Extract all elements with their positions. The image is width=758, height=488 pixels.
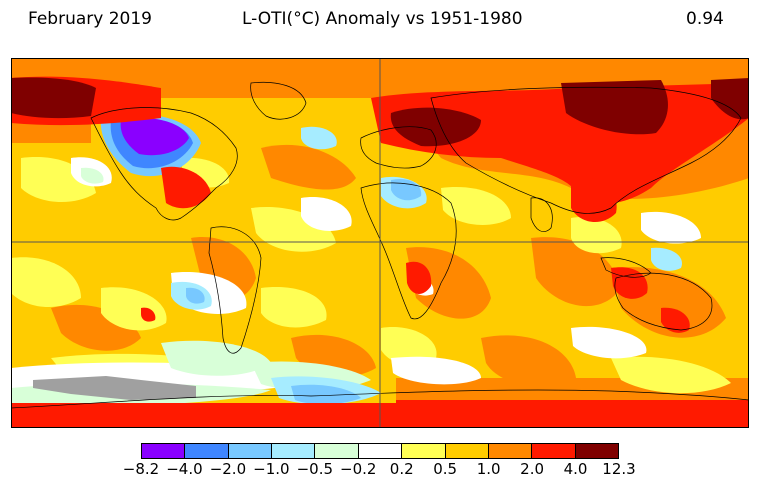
map-frame bbox=[11, 58, 749, 428]
colorbar-tick-label: −2.0 bbox=[209, 460, 247, 478]
map-date: February 2019 bbox=[28, 9, 152, 29]
colorbar-tick-label: −1.0 bbox=[253, 460, 290, 478]
colorbar-segment bbox=[272, 444, 316, 458]
colorbar-segment bbox=[358, 444, 403, 458]
anomaly-field-dark-red bbox=[11, 77, 749, 147]
colorbar-tick-label: 1.0 bbox=[476, 460, 501, 478]
anomaly-map bbox=[11, 58, 749, 428]
colorbar bbox=[141, 443, 619, 459]
colorbar-segment bbox=[185, 444, 229, 458]
colorbar-segment bbox=[575, 444, 618, 458]
colorbar-segment bbox=[402, 444, 446, 458]
colorbar-ticks: −8.2 −4.0 −2.0 −1.0 −0.5 −0.2 0.2 0.5 1.0 2.0 4.0 1… bbox=[0, 460, 758, 482]
colorbar-segment bbox=[488, 444, 533, 458]
global-mean-anomaly: 0.94 bbox=[686, 9, 724, 29]
colorbar-tick-label: 12.3 bbox=[602, 460, 636, 478]
colorbar-tick-label: −8.2 bbox=[122, 460, 160, 478]
colorbar-tick-label: −0.2 bbox=[340, 460, 377, 478]
colorbar-segment bbox=[445, 444, 489, 458]
colorbar-segment bbox=[532, 444, 576, 458]
colorbar-tick-label: 0.2 bbox=[389, 460, 414, 478]
map-title: L-OTI(°C) Anomaly vs 1951-1980 bbox=[242, 9, 523, 29]
colorbar-segment bbox=[142, 444, 186, 458]
missing-data-area bbox=[33, 376, 196, 400]
colorbar-tick-label: −0.5 bbox=[296, 460, 334, 478]
anomaly-field-violet bbox=[120, 118, 189, 156]
colorbar-tick-label: 0.5 bbox=[433, 460, 458, 478]
colorbar-segment bbox=[228, 444, 273, 458]
colorbar-tick-label: 4.0 bbox=[563, 460, 588, 478]
colorbar-tick-label: 2.0 bbox=[520, 460, 545, 478]
coastlines bbox=[11, 81, 749, 409]
colorbar-segment bbox=[315, 444, 359, 458]
colorbar-tick-label: −4.0 bbox=[166, 460, 203, 478]
